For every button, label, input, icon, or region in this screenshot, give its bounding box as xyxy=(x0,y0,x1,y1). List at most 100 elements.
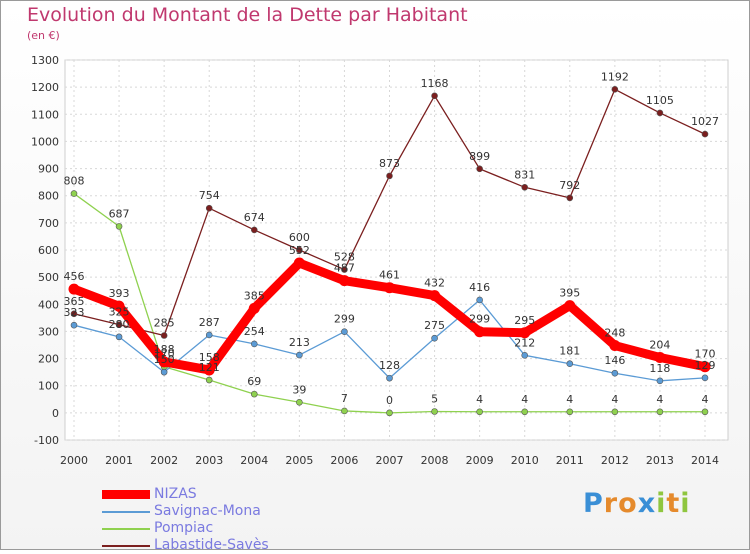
data-point xyxy=(338,275,350,287)
data-point xyxy=(205,204,213,212)
data-point xyxy=(654,351,666,363)
data-point xyxy=(474,326,486,338)
data-point xyxy=(701,130,709,138)
data-label: 69 xyxy=(247,375,261,388)
data-label: 4 xyxy=(476,393,483,406)
x-tick-label: 2008 xyxy=(421,454,449,467)
data-label: 687 xyxy=(109,207,130,220)
data-label: 325 xyxy=(109,306,130,319)
data-point xyxy=(296,246,303,254)
data-point xyxy=(384,282,395,294)
data-label: 461 xyxy=(379,269,400,282)
data-label: 899 xyxy=(469,150,490,163)
legend-swatch xyxy=(102,510,150,513)
x-tick-label: 2011 xyxy=(556,454,584,467)
data-label: 248 xyxy=(604,327,625,340)
legend-swatch xyxy=(102,490,150,499)
y-tick-label: 800 xyxy=(38,190,59,203)
y-tick-label: 1000 xyxy=(31,135,59,148)
data-label: 188 xyxy=(154,343,175,356)
chart-unit-label: (en €) xyxy=(27,29,60,42)
data-label: 1105 xyxy=(646,94,674,107)
data-point xyxy=(521,352,529,359)
data-label: 170 xyxy=(695,348,716,361)
data-label: 365 xyxy=(64,295,85,308)
data-label: 150 xyxy=(154,353,175,366)
data-point xyxy=(115,223,123,230)
data-point xyxy=(115,333,123,341)
legend-label: Pompiac xyxy=(154,520,214,536)
y-tick-label: 1100 xyxy=(31,108,59,121)
data-label: 158 xyxy=(199,351,220,364)
data-label: 5 xyxy=(431,393,438,406)
data-point xyxy=(431,334,438,342)
data-label: 118 xyxy=(649,362,670,375)
logo-letter: o xyxy=(618,488,638,519)
data-label: 552 xyxy=(289,244,310,257)
x-tick-label: 2004 xyxy=(240,454,268,467)
data-label: 395 xyxy=(559,287,580,300)
data-label: 528 xyxy=(334,251,355,264)
data-point xyxy=(386,172,393,180)
data-point xyxy=(566,194,574,202)
data-label: 4 xyxy=(702,393,709,406)
data-label: 170 xyxy=(154,348,175,361)
data-point xyxy=(521,408,529,416)
legend-label: NIZAS xyxy=(154,486,197,502)
x-tick-label: 2010 xyxy=(511,454,539,467)
data-label: 487 xyxy=(334,262,355,275)
data-label: 39 xyxy=(292,383,306,396)
data-point xyxy=(476,165,483,173)
logo-letter: r xyxy=(603,488,619,519)
data-point xyxy=(293,257,305,269)
x-tick-label: 2014 xyxy=(691,454,719,467)
data-point xyxy=(250,340,258,348)
logo-letter: i xyxy=(680,488,691,519)
data-label: 4 xyxy=(521,393,528,406)
data-label: 275 xyxy=(424,319,445,332)
data-point xyxy=(341,407,348,415)
data-point xyxy=(431,92,438,100)
data-point xyxy=(160,368,168,376)
y-tick-label: 100 xyxy=(38,380,59,393)
y-tick-label: 1300 xyxy=(31,54,59,67)
data-point xyxy=(521,184,529,191)
data-point xyxy=(248,302,260,314)
data-point xyxy=(566,408,574,416)
data-label: 181 xyxy=(559,345,580,358)
data-label: 1027 xyxy=(691,115,719,128)
data-point xyxy=(70,190,78,197)
data-label: 600 xyxy=(289,231,310,244)
x-tick-label: 2001 xyxy=(105,454,133,467)
data-point xyxy=(115,321,123,328)
data-label: 873 xyxy=(379,157,400,170)
data-label: 299 xyxy=(469,313,490,326)
logo-letter: x xyxy=(637,488,657,519)
data-point xyxy=(250,226,258,234)
data-point xyxy=(68,283,80,295)
data-point xyxy=(386,374,393,382)
data-point xyxy=(476,408,483,416)
y-tick-label: 1200 xyxy=(31,81,59,94)
legend-label: Labastide-Savès xyxy=(154,537,269,553)
data-point xyxy=(386,409,393,417)
data-point xyxy=(429,290,441,302)
data-point xyxy=(70,321,78,329)
y-tick-label: -100 xyxy=(34,434,59,447)
data-point xyxy=(609,340,621,352)
data-label: 121 xyxy=(199,361,220,374)
data-point xyxy=(701,408,709,416)
data-label: 4 xyxy=(656,393,663,406)
x-tick-label: 2013 xyxy=(646,454,674,467)
y-tick-label: 0 xyxy=(52,407,59,420)
y-tick-label: 600 xyxy=(38,244,59,257)
data-label: 432 xyxy=(424,277,445,290)
data-label: 212 xyxy=(514,336,535,349)
logo-letter: t xyxy=(666,488,681,519)
data-point xyxy=(296,351,303,359)
data-point xyxy=(160,332,168,339)
data-label: 754 xyxy=(199,189,220,202)
data-point xyxy=(611,408,619,416)
data-label: 456 xyxy=(64,270,85,283)
y-tick-label: 400 xyxy=(38,298,59,311)
